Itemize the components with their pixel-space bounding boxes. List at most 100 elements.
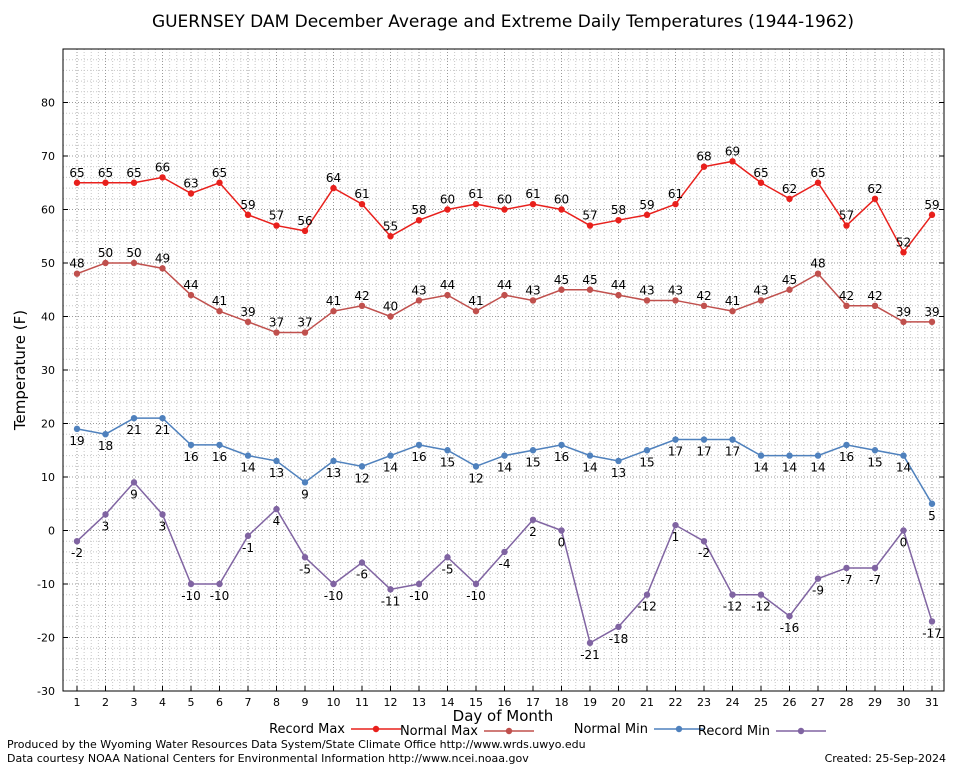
normal-min-data-label: 14 bbox=[582, 461, 597, 475]
record-max-data-label: 57 bbox=[582, 209, 597, 223]
normal-min-point bbox=[757, 452, 765, 459]
y-tick-label: 20 bbox=[41, 418, 55, 431]
normal-max-point bbox=[672, 297, 679, 304]
record-min-point bbox=[130, 479, 138, 486]
record-max-data-label: 61 bbox=[354, 187, 369, 201]
normal-min-data-label: 16 bbox=[839, 450, 854, 464]
normal-min-point bbox=[159, 414, 166, 422]
x-tick-label: 15 bbox=[469, 696, 483, 709]
normal-min-data-label: 17 bbox=[725, 445, 740, 459]
footer-created-date: Created: 25-Sep-2024 bbox=[824, 752, 946, 765]
record-min-data-label: -6 bbox=[356, 568, 368, 582]
normal-max-point bbox=[472, 307, 480, 315]
record-min-data-label: 3 bbox=[102, 519, 110, 533]
x-tick-label: 23 bbox=[697, 696, 711, 709]
normal-max-point bbox=[130, 259, 138, 267]
record-max-point bbox=[330, 184, 337, 192]
normal-max-point bbox=[729, 307, 736, 315]
record-max-data-label: 65 bbox=[98, 166, 113, 180]
record-min-data-label: -10 bbox=[324, 589, 344, 603]
record-min-point bbox=[928, 618, 936, 625]
normal-min-data-label: 16 bbox=[554, 450, 569, 464]
normal-min-data-label: 17 bbox=[668, 445, 683, 459]
normal-max-data-label: 44 bbox=[440, 278, 455, 292]
record-max-point bbox=[472, 200, 480, 208]
normal-min-point bbox=[415, 441, 423, 449]
x-axis-label: Day of Month bbox=[453, 707, 554, 725]
normal-max-point bbox=[444, 291, 451, 299]
normal-max-data-label: 48 bbox=[810, 257, 825, 271]
y-tick-label: 30 bbox=[41, 364, 55, 377]
x-tick-label: 6 bbox=[216, 696, 223, 709]
normal-max-data-label: 50 bbox=[98, 246, 113, 260]
normal-min-point bbox=[786, 452, 793, 459]
normal-min-point bbox=[130, 414, 138, 422]
normal-max-data-label: 41 bbox=[326, 294, 341, 308]
record-min-point bbox=[643, 591, 651, 598]
record-max-point bbox=[216, 179, 223, 186]
normal-max-point bbox=[643, 297, 651, 304]
x-tick-label: 20 bbox=[612, 696, 626, 709]
x-tick-label: 24 bbox=[726, 696, 740, 709]
normal-min-data-label: 15 bbox=[525, 455, 540, 469]
normal-min-point bbox=[814, 452, 822, 459]
normal-min-data-label: 14 bbox=[782, 461, 797, 475]
x-tick-label: 12 bbox=[384, 696, 398, 709]
record-min-data-label: -18 bbox=[609, 632, 629, 646]
record-max-point bbox=[130, 179, 138, 186]
x-tick-label: 1 bbox=[74, 696, 81, 709]
x-tick-label: 17 bbox=[526, 696, 540, 709]
normal-min-data-label: 14 bbox=[810, 461, 825, 475]
normal-min-point bbox=[928, 500, 936, 507]
normal-min-data-label: 18 bbox=[98, 439, 113, 453]
record-min-point bbox=[472, 580, 480, 588]
record-max-point bbox=[786, 195, 793, 202]
x-tick-label: 9 bbox=[302, 696, 309, 709]
normal-min-point bbox=[643, 447, 651, 454]
normal-max-point bbox=[358, 302, 366, 309]
record-min-point bbox=[444, 554, 451, 561]
record-min-data-label: 0 bbox=[900, 536, 908, 550]
x-tick-label: 19 bbox=[583, 696, 597, 709]
record-max-point bbox=[757, 179, 765, 186]
legend-marker-record-min bbox=[797, 727, 805, 735]
legend-label-record-max: Record Max bbox=[269, 722, 345, 737]
record-max-data-label: 66 bbox=[155, 160, 170, 174]
record-max-data-label: 58 bbox=[411, 203, 426, 217]
normal-max-data-label: 42 bbox=[696, 289, 711, 303]
record-min-point bbox=[900, 527, 907, 534]
normal-min-data-label: 15 bbox=[440, 455, 455, 469]
record-min-point bbox=[729, 591, 736, 598]
normal-min-point bbox=[387, 452, 394, 459]
normal-max-point bbox=[501, 291, 508, 299]
record-min-point bbox=[216, 580, 223, 588]
normal-min-point bbox=[273, 457, 280, 465]
normal-max-data-label: 49 bbox=[155, 251, 170, 265]
record-min-point bbox=[415, 580, 423, 588]
normal-max-point bbox=[187, 291, 195, 299]
x-tick-label: 21 bbox=[640, 696, 654, 709]
x-tick-label: 26 bbox=[783, 696, 797, 709]
normal-max-data-label: 45 bbox=[582, 273, 597, 287]
chart-title: GUERNSEY DAM December Average and Extrem… bbox=[152, 12, 854, 32]
record-min-point bbox=[529, 516, 537, 523]
record-max-point bbox=[159, 174, 166, 181]
legend-label-record-min: Record Min bbox=[698, 724, 770, 739]
record-min-point bbox=[73, 538, 81, 545]
normal-max-data-label: 41 bbox=[468, 294, 483, 308]
record-max-data-label: 62 bbox=[867, 182, 882, 196]
normal-min-data-label: 14 bbox=[383, 461, 398, 475]
record-max-data-label: 56 bbox=[297, 214, 312, 228]
record-min-data-label: 4 bbox=[273, 514, 281, 528]
record-min-data-label: -9 bbox=[812, 584, 824, 598]
record-max-point bbox=[672, 200, 679, 208]
y-tick-label: -30 bbox=[37, 685, 55, 698]
normal-max-point bbox=[273, 329, 280, 336]
record-max-data-label: 61 bbox=[525, 187, 540, 201]
record-max-data-label: 60 bbox=[440, 193, 455, 207]
normal-max-point bbox=[814, 270, 822, 277]
normal-max-point bbox=[73, 270, 81, 277]
record-min-point bbox=[159, 511, 166, 518]
